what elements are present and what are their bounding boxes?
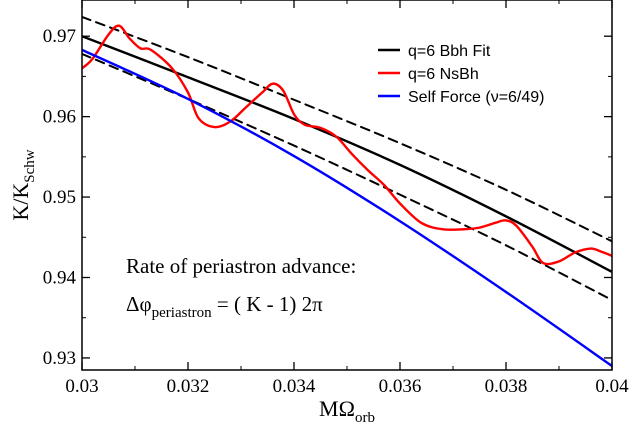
annotation-line-2: Δφperiastron = ( K - 1) 2π	[126, 292, 323, 321]
x-tick-label-2: 0.034	[273, 376, 316, 397]
x-axis-label-sub: orb	[355, 410, 375, 426]
dashed-bound-line-2	[82, 52, 612, 302]
series-self-force-6-49	[82, 48, 612, 368]
series-layer	[82, 15, 612, 368]
annotation-formula: = ( K - 1) 2π	[212, 292, 323, 316]
x-tick-label-0: 0.03	[65, 376, 98, 397]
y-tick-label-2: 0.95	[43, 187, 76, 208]
y-axis-label: K/KSchw	[8, 149, 38, 220]
y-tick-label-1: 0.94	[43, 268, 77, 289]
x-axis-label: MΩorb	[319, 396, 375, 426]
ticks-layer: 0.03 0.032 0.034 0.036 0.038 0.04 0.93 0.94 0.95…	[43, 0, 629, 397]
y-tick-label-3: 0.96	[43, 107, 76, 128]
x-axis-label-main: MΩ	[319, 396, 355, 421]
y-tick-label-4: 0.97	[43, 26, 76, 47]
legend-label-q-6-bbh-fit: q=6 Bbh Fit	[408, 43, 491, 60]
x-tick-label-3: 0.036	[379, 376, 422, 397]
annotation-line-1: Rate of periastron advance:	[126, 254, 356, 278]
annotation-subscript: periastron	[152, 305, 212, 321]
legend-label-q-6-nsbh: q=6 NsBh	[408, 66, 479, 83]
x-tick-label-1: 0.032	[167, 376, 210, 397]
annotation-delta-phi: Δφ	[126, 292, 152, 316]
legend-label-self-force-6-49: Self Force (ν=6/49)	[408, 89, 545, 106]
legend: q=6 Bbh Fit q=6 NsBh Self Force (ν=6/49)	[378, 43, 545, 106]
series-q-6-bbh-fit	[82, 35, 612, 274]
y-tick-label-0: 0.93	[43, 348, 76, 369]
x-tick-label-5: 0.04	[595, 376, 629, 397]
x-tick-label-4: 0.038	[485, 376, 528, 397]
series-q-6-nsbh	[82, 24, 612, 266]
annotation: Rate of periastron advance: Δφperiastron…	[126, 254, 356, 321]
dashed-bound-line-1	[82, 15, 612, 243]
y-axis-label-sub: Schw	[22, 149, 38, 183]
y-axis-label-main: K/K	[8, 183, 33, 221]
